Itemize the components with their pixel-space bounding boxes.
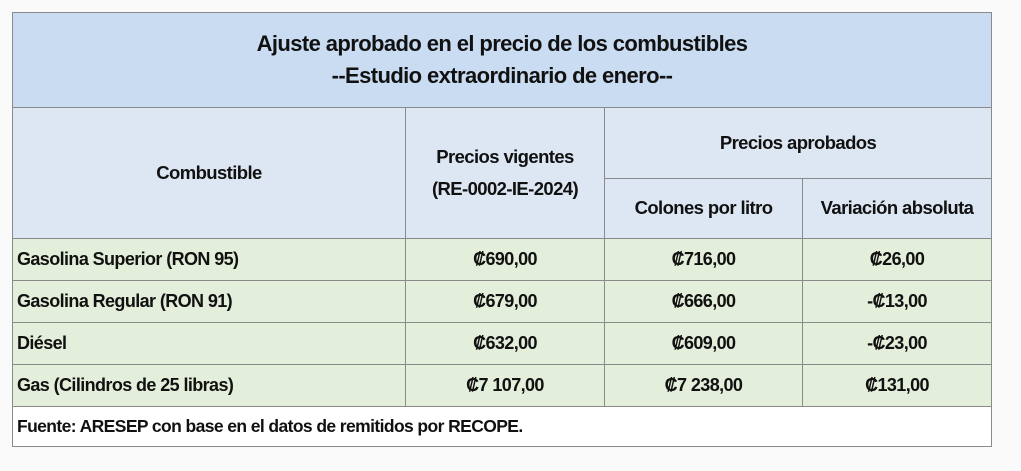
fuel-name: Diésel xyxy=(12,322,406,365)
header-row: Combustible Precios vigentes (RE-0002-IE… xyxy=(12,107,993,239)
fuel-name: Gasolina Superior (RON 95) xyxy=(12,238,406,281)
fuel-name: Gasolina Regular (RON 91) xyxy=(12,280,406,323)
header-current-line: (RE-0002-IE-2024) xyxy=(431,178,579,199)
price-cell: -₡23,00 xyxy=(801,322,993,365)
header-colones: Colones por litro xyxy=(604,177,803,240)
price-cell: ₡7 238,00 xyxy=(604,364,803,407)
title-cell: Ajuste aprobado en el precio de los comb… xyxy=(11,12,993,108)
price-cell: ₡7 107,00 xyxy=(405,364,605,407)
header-approved: Precios aprobados xyxy=(603,107,993,179)
header-fuel: Combustible xyxy=(12,107,406,239)
header-current: Precios vigentes (RE-0002-IE-2024) xyxy=(405,107,605,239)
price-cell: ₡609,00 xyxy=(604,322,803,365)
price-cell: ₡690,00 xyxy=(405,238,605,281)
subheader-row: Colones por litro Variación absoluta xyxy=(13,177,993,240)
footer-row: Fuente: ARESEP con base en el datos de r… xyxy=(11,406,993,447)
header-variation: Variación absoluta xyxy=(801,177,993,240)
price-cell: ₡716,00 xyxy=(604,238,803,281)
data-row: Gasolina Regular (RON 91) ₡679,00 ₡666,00-… xyxy=(12,280,993,323)
data-row: Gasolina Superior (RON 95) ₡690,00 ₡716,00… xyxy=(12,238,993,281)
price-cell: ₡679,00 xyxy=(405,280,605,323)
data-row: Diésel ₡632,00 ₡609,00 -₡23,00 xyxy=(12,322,993,365)
price-table: Ajuste aprobado en el precio de los comb… xyxy=(11,12,993,447)
footer-cell: Fuente: ARESEP con base en el datos de r… xyxy=(11,406,993,447)
price-cell: ₡632,00 xyxy=(405,322,605,365)
price-cell: -₡13,00 xyxy=(801,280,993,323)
title-row: Ajuste aprobado en el precio de los comb… xyxy=(11,12,993,108)
price-cell: ₡666,00 xyxy=(604,280,803,323)
data-row: Gas (Cilindros de 25 libras) ₡7 107,00 ₡7 … xyxy=(12,364,993,407)
price-cell: ₡131,00 xyxy=(801,364,993,407)
header-current-line: Precios vigentes xyxy=(436,146,574,167)
fuel-name: Gas (Cilindros de 25 libras) xyxy=(12,364,406,407)
data-rows: Gasolina Superior (RON 95) ₡690,00 ₡716,00… xyxy=(12,238,993,407)
price-cell: ₡26,00 xyxy=(801,238,993,281)
subtitle-line: --Estudio extraordinario de enero-- xyxy=(331,63,673,88)
title-line: Ajuste aprobado en el precio de los comb… xyxy=(256,31,748,56)
